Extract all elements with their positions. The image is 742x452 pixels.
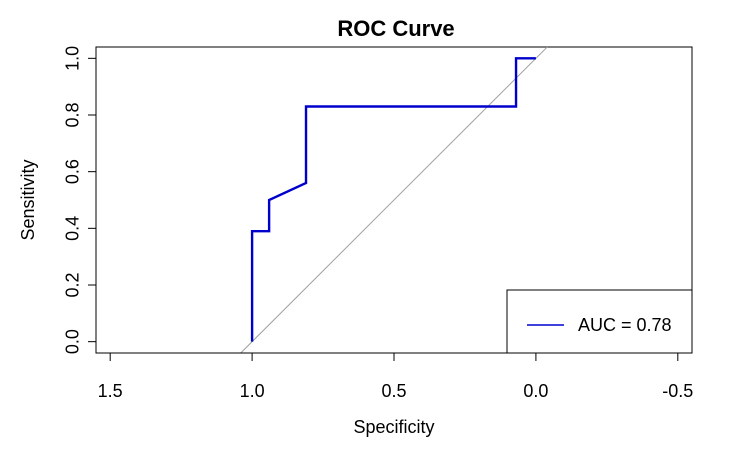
y-axis-label: Sensitivity [18,159,38,240]
reference-diagonal-line [240,46,548,354]
y-tick-label: 0.8 [62,102,82,127]
chart-title: ROC Curve [337,16,454,41]
legend-label: AUC = 0.78 [578,315,672,335]
x-axis-label: Specificity [353,417,434,437]
roc-series [250,57,536,342]
y-tick-label: 0.0 [62,329,82,354]
y-tick-label: 1.0 [62,46,82,71]
x-tick-label: 1.0 [240,381,265,401]
reference-diagonal [240,46,548,354]
y-tick-label: 0.4 [62,216,82,241]
roc-line-0 [250,57,536,342]
legend: AUC = 0.78 [506,289,693,354]
x-tick-label: 0.0 [523,381,548,401]
y-tick-label: 0.2 [62,272,82,297]
y-tick-label: 0.6 [62,159,82,184]
x-tick-label: 1.5 [98,381,123,401]
legend-box [506,289,693,354]
x-tick-label: 0.5 [381,381,406,401]
x-axis: 1.5 1.0 0.5 0.0 -0.5 [98,352,693,401]
x-tick-label: -0.5 [662,381,693,401]
y-axis: 0.0 0.2 0.4 0.6 0.8 1.0 [62,46,97,354]
